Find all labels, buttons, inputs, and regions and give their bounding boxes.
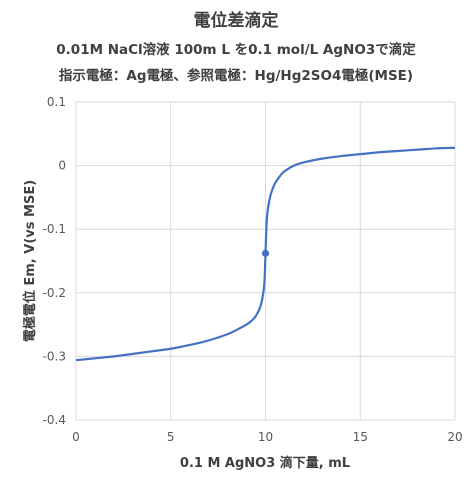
y-tick-label: -0.1 xyxy=(43,222,66,236)
x-tick-label: 15 xyxy=(353,430,368,444)
y-tick-labels: 0.1 0 -0.1 -0.2 -0.3 -0.4 xyxy=(43,95,66,427)
x-tick-label: 0 xyxy=(72,430,80,444)
chart-subtitle: 0.01M NaCl溶液 100m L を0.1 mol/L AgNO3で滴定 xyxy=(56,42,416,58)
x-tick-label: 5 xyxy=(167,430,175,444)
plot-area xyxy=(75,146,456,362)
x-tick-labels: 0 5 10 15 20 xyxy=(72,430,462,444)
y-axis-title: 電極電位 Em, V(vs MSE) xyxy=(22,180,38,342)
x-tick-label: 10 xyxy=(258,430,273,444)
x-axis-title: 0.1 M AgNO3 滴下量, mL xyxy=(180,455,350,471)
y-tick-label: -0.2 xyxy=(43,286,66,300)
y-tick-label: -0.4 xyxy=(43,413,66,427)
y-tick-label: 0 xyxy=(58,159,66,173)
chart-title: 電位差滴定 xyxy=(193,11,279,31)
y-tick-label: 0.1 xyxy=(47,95,66,109)
y-tick-label: -0.3 xyxy=(43,349,66,363)
chart-subtitle-2: 指示電極：Ag電極、参照電極：Hg/Hg2SO4電極(MSE) xyxy=(58,68,414,84)
x-tick-label: 20 xyxy=(447,430,462,444)
equivalence-point-marker xyxy=(261,249,270,257)
